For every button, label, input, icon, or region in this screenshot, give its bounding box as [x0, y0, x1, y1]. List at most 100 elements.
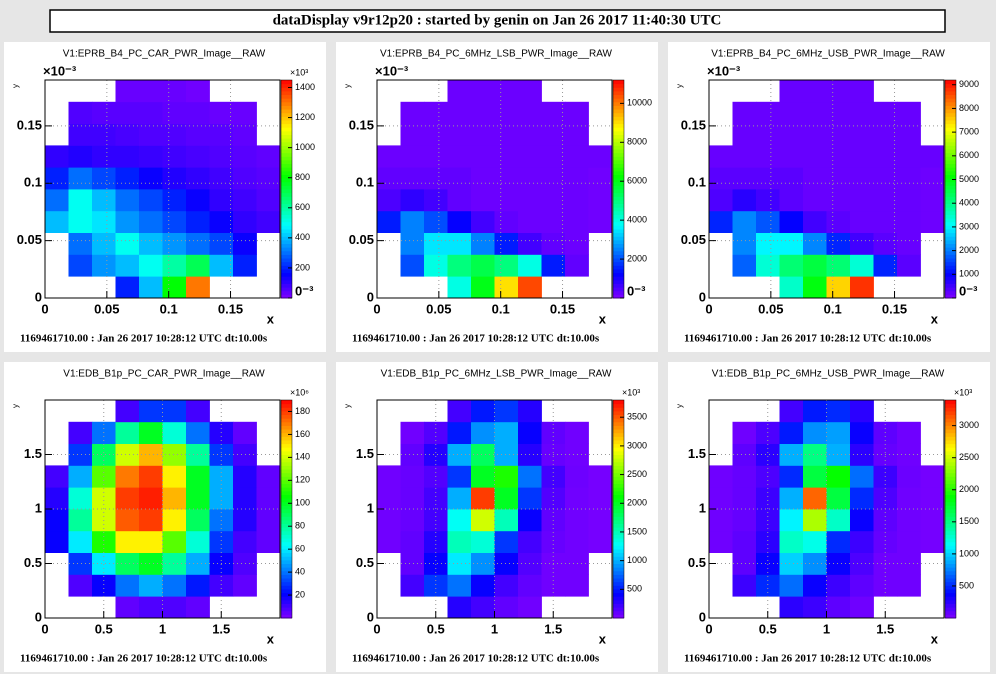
heatmap-cell [139, 210, 163, 233]
colorbar-step [281, 541, 292, 546]
heatmap-cell [873, 123, 898, 146]
heatmap-cell [779, 276, 804, 299]
heatmap-cell [447, 101, 472, 124]
heatmap-cell [209, 123, 234, 146]
heatmap-cell [779, 232, 804, 255]
heatmap-cell [803, 167, 827, 190]
heatmap-cell [803, 421, 827, 444]
heatmap-cell [115, 421, 140, 444]
heatmap-cell [471, 254, 495, 277]
heatmap-cell [897, 421, 921, 444]
colorbar-step [945, 232, 956, 237]
colorbar-step [613, 156, 624, 161]
x-tick-label: 1.5 [544, 621, 562, 636]
heatmap-cell [920, 487, 945, 510]
heatmap-cell [233, 487, 257, 510]
heatmap-cell [186, 276, 210, 299]
x-axis-label: x [267, 311, 275, 326]
colorbar-step [945, 181, 956, 186]
colorbar-step [945, 476, 956, 481]
colorbar-step [613, 210, 624, 215]
heatmap-cell [68, 574, 93, 597]
heatmap-cell [400, 167, 425, 190]
colorbar-step [281, 112, 292, 117]
heatmap-cell [920, 210, 945, 233]
colorbar-tick-label: 1500 [959, 516, 979, 526]
heatmap-cell [447, 167, 472, 190]
colorbar-step [281, 210, 292, 215]
heatmap-cell [518, 232, 542, 255]
heatmap-cell [186, 254, 210, 277]
heatmap-cell [256, 210, 281, 233]
colorbar-step [945, 487, 956, 492]
colorbar-step [945, 400, 956, 405]
colorbar-step [945, 458, 956, 463]
heatmap-cell [92, 443, 116, 466]
colorbar-step [945, 490, 956, 495]
heatmap-cell [803, 123, 827, 146]
y-axis-label: y [11, 84, 20, 88]
panel-footer: 1169461710.00 : Jan 26 2017 10:28:12 UTC… [352, 333, 600, 345]
heatmap-cell [377, 465, 401, 488]
heatmap-cell [565, 487, 589, 510]
heatmap-cell [139, 487, 163, 510]
heatmap-cell [233, 123, 257, 146]
heatmap-cell [897, 210, 921, 233]
colorbar-step [945, 429, 956, 434]
heatmap-cell [541, 487, 566, 510]
panel-title: V1:EPRB_B4_PC_6MHz_USB_PWR_Image__RAW [711, 49, 945, 60]
heatmap-cell [494, 167, 519, 190]
colorbar-step [281, 80, 292, 85]
heatmap-cell [756, 101, 780, 124]
colorbar-tick-label: 1000 [959, 548, 979, 558]
colorbar-step [281, 254, 292, 259]
heatmap-cell [709, 530, 733, 553]
heatmap-cell [209, 145, 234, 168]
heatmap-cell [565, 189, 589, 212]
x-tick-label: 1 [823, 621, 830, 636]
colorbar-step [613, 287, 624, 292]
heatmap-cell [850, 574, 874, 597]
x-tick-label: 0.05 [758, 301, 783, 316]
heatmap-cell [803, 509, 827, 532]
colorbar-step [281, 127, 292, 132]
heatmap-cell [139, 552, 163, 575]
heatmap-cell [850, 276, 874, 299]
heatmap-cell [471, 167, 495, 190]
y-tick-label: 1.5 [24, 446, 42, 461]
heatmap-cell [115, 574, 140, 597]
heatmap-cell [756, 189, 780, 212]
colorbar-step [281, 534, 292, 539]
colorbar-step [281, 243, 292, 248]
heatmap-cell [494, 145, 519, 168]
colorbar-step [613, 581, 624, 586]
heatmap-cell [779, 530, 804, 553]
heatmap-cell [779, 167, 804, 190]
colorbar-step [281, 585, 292, 590]
colorbar-step [945, 294, 956, 299]
panel-footer: 1169461710.00 : Jan 26 2017 10:28:12 UTC… [352, 653, 600, 665]
colorbar-step [613, 189, 624, 194]
heatmap-cell [139, 509, 163, 532]
colorbar-step [945, 567, 956, 572]
heatmap-cell [68, 232, 93, 255]
heatmap-cell [115, 400, 140, 423]
plot-frame [44, 79, 281, 299]
heatmap-cell [45, 487, 69, 510]
colorbar-step [613, 141, 624, 146]
colorbar-step [613, 472, 624, 477]
colorbar-step [613, 90, 624, 96]
colorbar-step [281, 287, 292, 292]
heatmap-cell [162, 101, 187, 124]
heatmap-cell [162, 80, 187, 103]
heatmap-cell [709, 145, 733, 168]
heatmap-cell [494, 101, 519, 124]
heatmap-cell [424, 552, 448, 575]
heatmap-cell [494, 443, 519, 466]
colorbar-step [281, 236, 292, 241]
heatmap-cell [779, 596, 804, 619]
heatmap-cell [400, 530, 425, 553]
colorbar-step [613, 523, 624, 528]
colorbar-step [945, 421, 956, 426]
heatmap-cell [779, 552, 804, 575]
